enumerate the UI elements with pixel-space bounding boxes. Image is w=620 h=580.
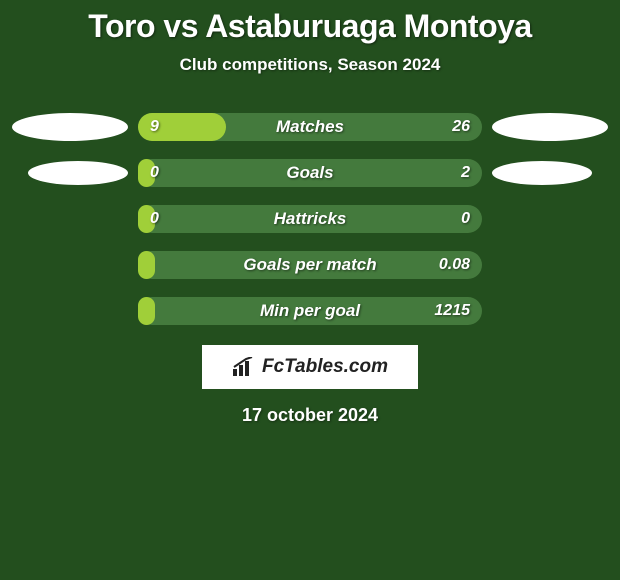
- stat-bar: 0Hattricks0: [138, 205, 482, 233]
- bar-label: Hattricks: [138, 205, 482, 233]
- stat-row: 0Goals2: [0, 159, 620, 187]
- bar-label: Goals: [138, 159, 482, 187]
- right-ellipse: [492, 161, 592, 185]
- branding-box: FcTables.com: [202, 345, 418, 389]
- footer-date: 17 october 2024: [0, 405, 620, 426]
- left-ellipse: [12, 113, 128, 141]
- stat-bar: Min per goal1215: [138, 297, 482, 325]
- infographic-container: Toro vs Astaburuaga Montoya Club competi…: [0, 0, 620, 426]
- chart-icon: [232, 357, 256, 377]
- right-value: 26: [452, 113, 470, 141]
- bar-label: Matches: [138, 113, 482, 141]
- stat-bar: 0Goals2: [138, 159, 482, 187]
- right-value: 1215: [434, 297, 470, 325]
- stat-row: 0Hattricks0: [0, 205, 620, 233]
- stat-row: Goals per match0.08: [0, 251, 620, 279]
- page-subtitle: Club competitions, Season 2024: [0, 55, 620, 75]
- stat-row: 9Matches26: [0, 113, 620, 141]
- page-title: Toro vs Astaburuaga Montoya: [0, 8, 620, 45]
- stats-rows: 9Matches260Goals20Hattricks0Goals per ma…: [0, 113, 620, 325]
- branding-text: FcTables.com: [262, 356, 388, 378]
- bar-label: Min per goal: [138, 297, 482, 325]
- stat-row: Min per goal1215: [0, 297, 620, 325]
- stat-bar: Goals per match0.08: [138, 251, 482, 279]
- left-ellipse: [28, 161, 128, 185]
- right-value: 0: [461, 205, 470, 233]
- right-ellipse: [492, 113, 608, 141]
- bar-label: Goals per match: [138, 251, 482, 279]
- stat-bar: 9Matches26: [138, 113, 482, 141]
- right-value: 2: [461, 159, 470, 187]
- right-value: 0.08: [439, 251, 470, 279]
